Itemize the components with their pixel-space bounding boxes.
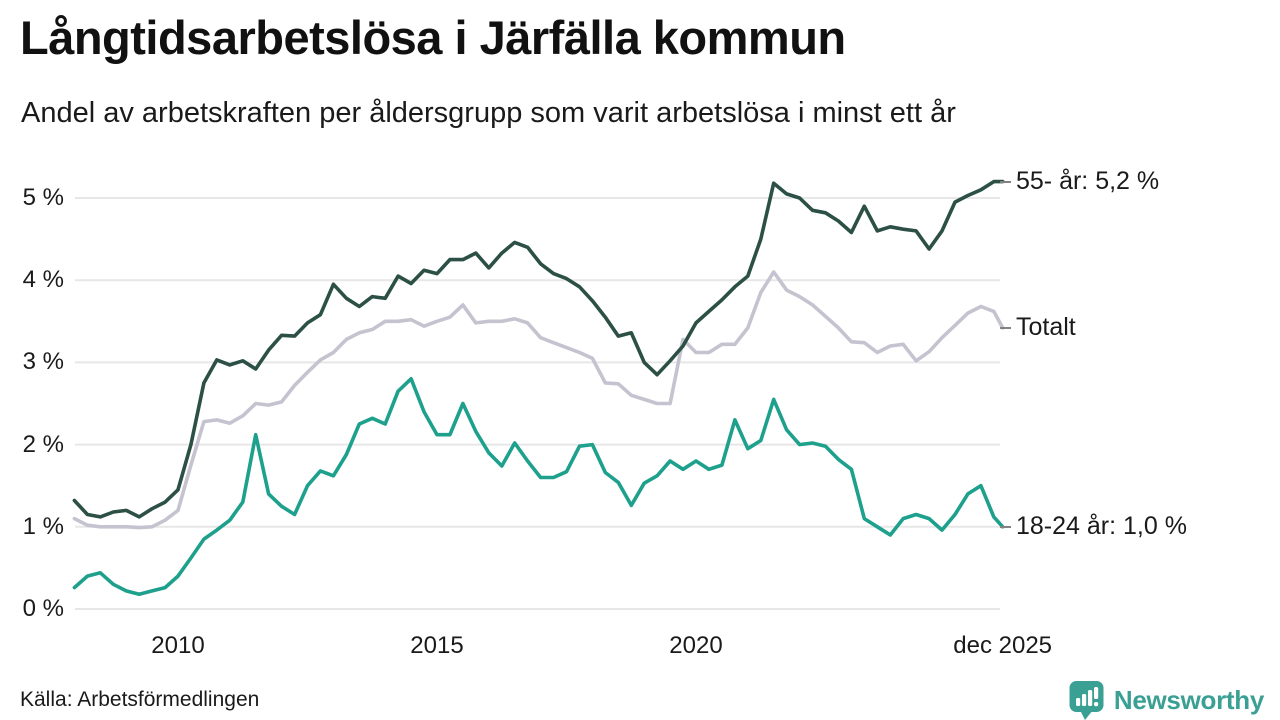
y-tick-3pct: 3 % bbox=[22, 348, 64, 376]
series-label-text: 18-24 år: 1,0 % bbox=[1016, 512, 1187, 541]
chart-subtitle: Andel av arbetskraften per åldersgrupp s… bbox=[21, 97, 956, 129]
newsworthy-bubble-chart-icon bbox=[1069, 681, 1104, 720]
y-tick-5pct: 5 % bbox=[22, 184, 64, 211]
label-tick-icon bbox=[1000, 180, 1011, 183]
series-label-text: 55- år: 5,2 % bbox=[1016, 167, 1160, 196]
y-tick-1pct: 1 % bbox=[22, 512, 64, 540]
y-tick-4pct: 4 % bbox=[22, 266, 64, 294]
newsworthy-wordmark: Newsworthy bbox=[1113, 684, 1264, 715]
newsworthy-logo: Newsworthy bbox=[1068, 680, 1264, 720]
series-label-text: Totalt bbox=[1016, 313, 1076, 342]
series-label-totalt: Totalt bbox=[1000, 312, 1076, 344]
series-label-55-ar: 55- år: 5,2 % bbox=[1000, 166, 1159, 198]
label-tick-icon bbox=[1000, 525, 1011, 528]
y-tick-0pct: 0 % bbox=[22, 595, 64, 622]
series-line-18-24-r bbox=[72, 377, 1005, 596]
series-line-totalt bbox=[72, 270, 1005, 530]
page-title: Långtidsarbetslösa i Järfälla kommun bbox=[20, 11, 846, 64]
y-tick-2pct: 2 % bbox=[22, 430, 64, 458]
x-tick-dec-2025: dec 2025 bbox=[953, 632, 1053, 659]
x-tick-2010: 2010 bbox=[151, 632, 205, 659]
x-tick-2020: 2020 bbox=[669, 632, 723, 659]
x-tick-2015: 2015 bbox=[410, 632, 464, 659]
source-note: Källa: Arbetsförmedlingen bbox=[20, 688, 260, 711]
series-label-18-24-ar: 18-24 år: 1,0 % bbox=[1000, 511, 1187, 543]
label-tick-icon bbox=[1000, 326, 1011, 329]
series-line-55-r bbox=[72, 179, 1005, 519]
